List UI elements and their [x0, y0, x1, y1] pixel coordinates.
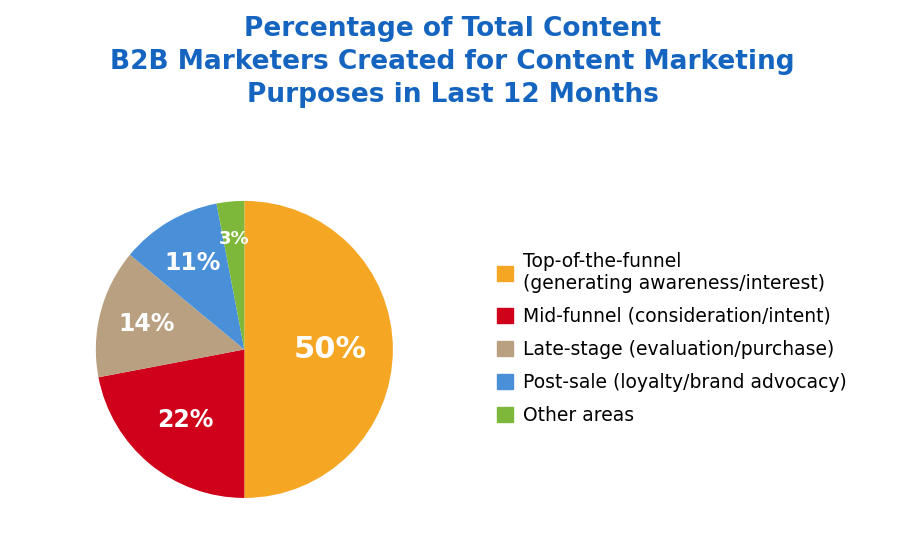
- Text: 22%: 22%: [157, 408, 214, 432]
- Text: Percentage of Total Content
B2B Marketers Created for Content Marketing
Purposes: Percentage of Total Content B2B Marketer…: [110, 16, 795, 108]
- Text: 3%: 3%: [218, 229, 249, 247]
- Wedge shape: [216, 201, 244, 349]
- Wedge shape: [99, 349, 244, 498]
- Text: 50%: 50%: [294, 335, 367, 364]
- Legend: Top-of-the-funnel
(generating awareness/interest), Mid-funnel (consideration/int: Top-of-the-funnel (generating awareness/…: [489, 245, 854, 432]
- Text: 11%: 11%: [165, 251, 221, 275]
- Wedge shape: [96, 255, 244, 377]
- Wedge shape: [244, 201, 393, 498]
- Text: 14%: 14%: [119, 312, 175, 336]
- Wedge shape: [130, 204, 244, 349]
